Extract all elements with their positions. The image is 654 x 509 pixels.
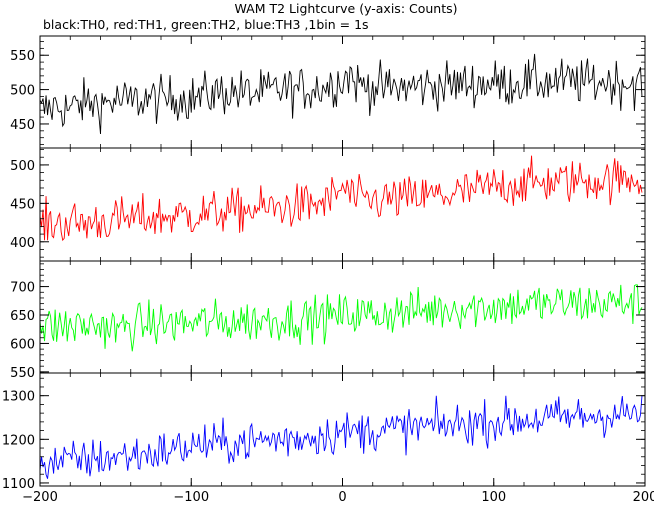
y-tick-label-1-2: 500 [10,159,35,174]
panels-layer: 450 500 550 400 450 500 550 600 650 700 1100 1200 13… [2,35,646,492]
y-tick-label-3-0: 1100 [2,477,35,492]
x-tick-label-0: −200 [22,490,58,505]
series-line-3 [40,395,643,479]
x-axis: −200 −100 0 100 200 [22,490,654,505]
y-tick-label-3-2: 1300 [2,390,35,405]
x-tick-label-1: −100 [173,490,209,505]
x-tick-label-2: 0 [338,490,346,505]
series-line-2 [40,284,643,352]
y-tick-label-0-2: 550 [10,49,35,64]
chart-subtitle: black:TH0, red:TH1, green:TH2, blue:TH3 … [43,17,369,32]
panel-3: 1100 1200 1300 [2,372,646,492]
y-tick-label-2-0: 550 [10,366,35,381]
y-tick-label-1-0: 400 [10,236,35,251]
y-tick-label-2-3: 700 [10,281,35,296]
x-tick-label-4: 200 [633,490,654,505]
panel-1: 400 450 500 [10,147,646,262]
x-tick-label-3: 100 [481,490,506,505]
panel-2: 550 600 650 700 [10,260,646,381]
y-tick-label-3-1: 1200 [2,433,35,448]
series-line-0 [40,53,643,135]
y-tick-label-2-2: 650 [10,309,35,324]
series-line-1 [40,155,643,242]
y-tick-label-2-1: 600 [10,337,35,352]
y-tick-label-1-1: 450 [10,197,35,212]
chart-title: WAM T2 Lightcurve (y-axis: Counts) [234,1,457,16]
y-tick-label-0-1: 500 [10,84,35,99]
panel-0: 450 500 550 [10,35,646,149]
y-tick-label-0-0: 450 [10,118,35,133]
panel-frame-1 [39,147,646,262]
